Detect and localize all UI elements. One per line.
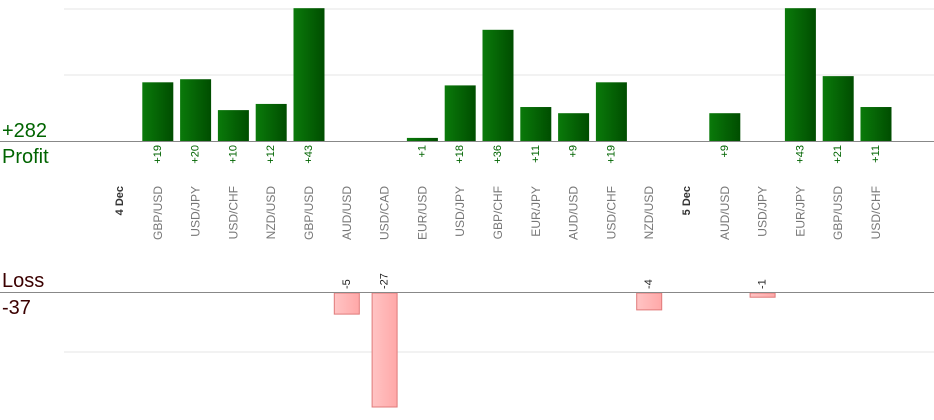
pair-label: USD/CHF bbox=[226, 186, 240, 239]
pair-label: EUR/JPY bbox=[529, 186, 543, 237]
loss-bar bbox=[333, 292, 360, 315]
profit-label: Profit bbox=[2, 146, 49, 168]
profit-value-label: +9 bbox=[719, 145, 731, 158]
loss-value-label: -4 bbox=[643, 279, 655, 289]
profit-value-label: +12 bbox=[265, 145, 277, 164]
loss-value-label: -1 bbox=[757, 279, 769, 289]
profit-value-label: +11 bbox=[530, 145, 542, 163]
profit-bar bbox=[784, 8, 816, 141]
pair-label: GBP/USD bbox=[831, 186, 845, 240]
profit-bar bbox=[444, 85, 476, 141]
loss-bar bbox=[749, 292, 776, 298]
date-label: 5 Dec bbox=[681, 186, 693, 215]
profit-value-label: +43 bbox=[794, 145, 806, 164]
profit-value-label: +43 bbox=[303, 145, 315, 164]
loss-bar bbox=[371, 292, 398, 408]
pair-label: GBP/CHF bbox=[491, 186, 505, 239]
pair-label: USD/CHF bbox=[869, 186, 883, 239]
profit-value-label: +19 bbox=[152, 145, 164, 164]
profit-bar bbox=[217, 110, 249, 141]
loss-total: -37 bbox=[2, 297, 31, 319]
profit-bar bbox=[482, 29, 514, 141]
profit-value-label: +18 bbox=[454, 145, 466, 164]
profit-value-label: +36 bbox=[492, 145, 504, 164]
loss-value-label: -5 bbox=[341, 279, 353, 289]
loss-value-label: -27 bbox=[379, 273, 391, 289]
pair-label: USD/JPY bbox=[756, 186, 770, 237]
profit-bar bbox=[293, 8, 325, 141]
profit-bar bbox=[520, 107, 552, 141]
pair-label: USD/JPY bbox=[189, 186, 203, 237]
profit-bar bbox=[255, 103, 287, 141]
pair-label: GBP/USD bbox=[151, 186, 165, 240]
profit-value-label: +9 bbox=[568, 145, 580, 158]
profit-value-label: +20 bbox=[190, 145, 202, 164]
pair-label: USD/CHF bbox=[604, 186, 618, 239]
pair-label: USD/CAD bbox=[378, 186, 392, 240]
pair-label: USD/JPY bbox=[453, 186, 467, 237]
profit-value-label: +11 bbox=[870, 145, 882, 163]
pair-label: AUD/USD bbox=[567, 186, 581, 240]
loss-label: Loss bbox=[2, 270, 44, 292]
pair-label: AUD/USD bbox=[718, 186, 732, 240]
profit-value-label: +21 bbox=[832, 145, 844, 164]
profit-bar bbox=[180, 79, 212, 141]
pair-label: AUD/USD bbox=[340, 186, 354, 240]
profit-bar bbox=[709, 113, 741, 141]
pair-label: EUR/JPY bbox=[793, 186, 807, 237]
pair-label: NZD/USD bbox=[642, 186, 656, 240]
profit-bar bbox=[142, 82, 174, 141]
profit-bar bbox=[860, 107, 892, 141]
pair-label: NZD/USD bbox=[264, 186, 278, 240]
profit-bar bbox=[822, 76, 854, 141]
profit-value-label: +10 bbox=[227, 145, 239, 164]
profit-bar bbox=[406, 137, 438, 141]
loss-bar bbox=[636, 292, 663, 311]
pair-label: GBP/USD bbox=[302, 186, 316, 240]
date-label: 4 Dec bbox=[114, 186, 126, 215]
profit-bar bbox=[558, 113, 590, 141]
labels-group: 4 Dec GBP/USD +19 USD/JPY +20 USD/CHF +10 NZD/U… bbox=[114, 145, 883, 289]
pair-label: EUR/USD bbox=[415, 186, 429, 240]
profit-value-label: +1 bbox=[416, 145, 428, 158]
profit-total: +282 bbox=[2, 120, 47, 142]
profit-value-label: +19 bbox=[605, 145, 617, 164]
bars-group bbox=[142, 8, 892, 408]
profit-bar bbox=[595, 82, 627, 141]
